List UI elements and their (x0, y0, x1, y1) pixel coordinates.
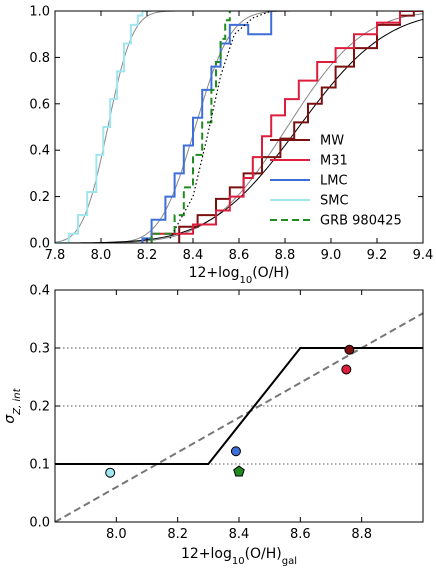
y-tick-label: 0.2 (29, 190, 50, 205)
y-axis-label: σZ, int (2, 387, 23, 423)
series-line-m31 (150, 11, 423, 243)
series-line-smc (55, 11, 152, 243)
x-axis-label-main: 12+log (181, 546, 232, 562)
cdf-plot-area (55, 11, 423, 243)
fit-curve (100, 11, 308, 243)
data-point-circle (341, 364, 352, 375)
legend-label: MW (320, 134, 344, 149)
y-tick-label: 0.0 (29, 516, 50, 531)
data-point-circle (344, 344, 355, 355)
y-tick-label: 0.0 (29, 237, 50, 252)
x-tick-label: 7.8 (45, 248, 66, 263)
x-tick-label: 8.0 (106, 527, 127, 542)
legend-label: M31 (320, 154, 348, 169)
y-axis-label-sub: Z, int (12, 387, 23, 415)
x-tick-label: 8.6 (290, 527, 311, 542)
x-tick-label: 8.6 (229, 248, 250, 263)
y-tick-label: 0.3 (29, 342, 50, 357)
legend-label: GRB 980425 (320, 214, 402, 229)
y-axis-label-main: σ (2, 414, 18, 424)
x-tick-label: 8.2 (137, 248, 158, 263)
y-tick-label: 1.0 (29, 5, 50, 20)
x-tick-label: 9.2 (367, 248, 388, 263)
x-tick-label: 8.8 (351, 527, 372, 542)
x-tick-label: 8.4 (229, 527, 250, 542)
y-tick-label: 0.4 (29, 284, 50, 299)
y-tick-label: 0.2 (29, 400, 50, 415)
series-line-grb-980425 (150, 11, 231, 243)
x-axis-label-sub: 10 (239, 275, 252, 286)
x-tick-label: 9.4 (413, 248, 434, 263)
x-axis-label-sub: 10 (232, 556, 245, 567)
fit-curve (55, 11, 175, 243)
x-tick-label: 9.0 (321, 248, 342, 263)
x-tick-label: 8.0 (91, 248, 112, 263)
x-axis-label: 12+log10(O/H) (189, 265, 290, 286)
fit-curve (55, 18, 423, 243)
x-tick-label: 8.8 (275, 248, 296, 263)
y-tick-label: 0.8 (29, 51, 50, 66)
data-point-pentagon (233, 465, 245, 477)
x-axis-label-rest: (O/H) (245, 546, 282, 562)
x-axis-label-main: 12+log (189, 265, 240, 281)
x-tick-label: 8.4 (183, 248, 204, 263)
y-tick-label: 0.4 (29, 144, 50, 159)
x-tick-label: 8.2 (167, 527, 188, 542)
data-point-circle (230, 446, 241, 457)
scatter-plot-area (55, 312, 423, 522)
legend: MW M31 LMC SMC GRB 980425 (270, 134, 402, 229)
piecewise-model-line (55, 347, 423, 465)
legend-label: LMC (320, 174, 348, 189)
legend-label: SMC (320, 194, 349, 209)
x-axis-label: 12+log10(O/H)gal (181, 546, 297, 567)
x-axis-label-rest: (O/H) (252, 265, 289, 281)
dashed-trend-line (55, 312, 423, 522)
x-axis-label-sub2: gal (282, 556, 297, 567)
series-line-lmc (141, 11, 273, 243)
cdf-panel: 7.8 8.0 8.2 8.4 8.6 8.8 9.0 9.2 9.4 0.0 0.2 0.4 0.6 0… (29, 5, 433, 286)
fit-curve (123, 13, 423, 243)
y-tick-label: 0.6 (29, 97, 50, 112)
y-tick-label: 0.1 (29, 458, 50, 473)
data-point-circle (105, 467, 116, 478)
series-line-mw (178, 11, 423, 243)
scatter-panel: 8.0 8.2 8.4 8.6 8.8 0.0 0.1 0.2 0.3 0.4 12+log10(O… (2, 284, 424, 567)
